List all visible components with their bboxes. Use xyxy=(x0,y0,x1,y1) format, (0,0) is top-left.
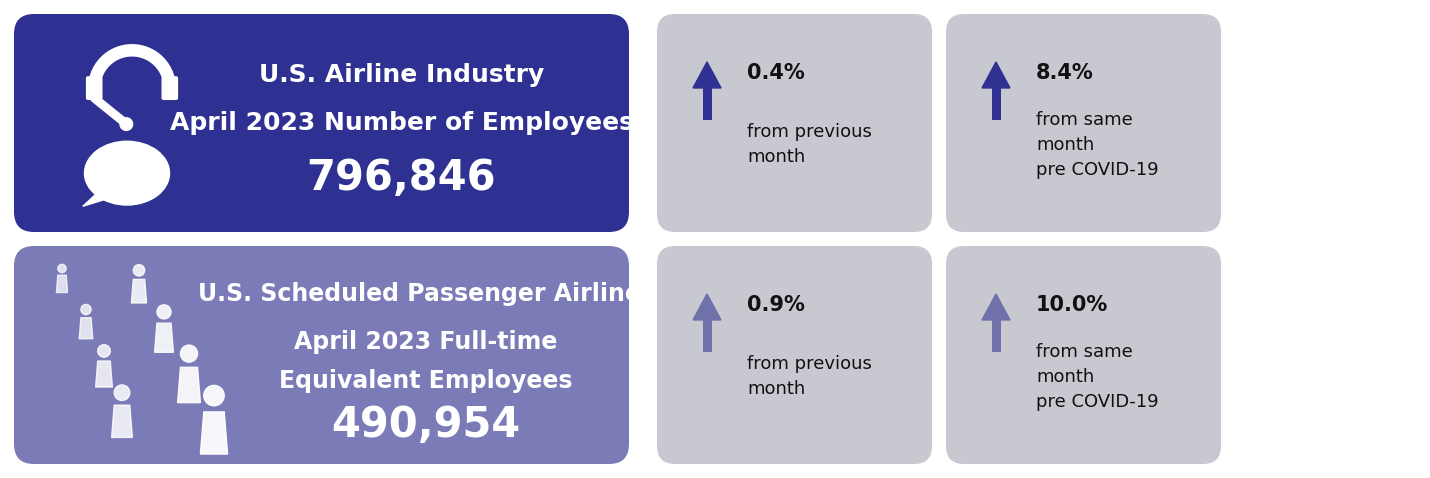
Circle shape xyxy=(114,385,130,401)
Polygon shape xyxy=(982,294,1010,320)
Polygon shape xyxy=(104,158,149,191)
Circle shape xyxy=(204,385,225,406)
Text: from same
month
pre COVID-19: from same month pre COVID-19 xyxy=(1035,111,1158,179)
Text: 8.4%: 8.4% xyxy=(1035,63,1094,83)
FancyBboxPatch shape xyxy=(991,88,1001,120)
Polygon shape xyxy=(112,405,133,437)
Text: 0.4%: 0.4% xyxy=(746,63,805,83)
Text: April 2023 Number of Employees: April 2023 Number of Employees xyxy=(170,111,633,135)
FancyBboxPatch shape xyxy=(86,76,103,100)
FancyBboxPatch shape xyxy=(947,14,1221,232)
Text: from previous
month: from previous month xyxy=(746,123,872,166)
Text: 796,846: 796,846 xyxy=(306,156,496,198)
FancyBboxPatch shape xyxy=(991,320,1001,352)
Polygon shape xyxy=(177,367,200,402)
FancyBboxPatch shape xyxy=(656,14,932,232)
Circle shape xyxy=(120,118,133,130)
Text: Equivalent Employees: Equivalent Employees xyxy=(279,369,573,393)
FancyBboxPatch shape xyxy=(162,76,179,100)
Text: 0.9%: 0.9% xyxy=(746,295,805,315)
Polygon shape xyxy=(694,62,721,88)
Polygon shape xyxy=(79,318,93,339)
Text: April 2023 Full-time: April 2023 Full-time xyxy=(295,330,558,354)
Circle shape xyxy=(133,265,144,276)
Polygon shape xyxy=(154,323,173,352)
FancyBboxPatch shape xyxy=(947,246,1221,464)
Polygon shape xyxy=(122,159,133,174)
FancyBboxPatch shape xyxy=(14,246,629,464)
Circle shape xyxy=(157,305,172,319)
Text: 490,954: 490,954 xyxy=(332,404,521,446)
Polygon shape xyxy=(200,412,227,454)
FancyBboxPatch shape xyxy=(14,14,629,232)
Circle shape xyxy=(180,345,197,362)
FancyBboxPatch shape xyxy=(702,88,712,120)
Circle shape xyxy=(97,345,110,357)
Ellipse shape xyxy=(84,141,170,205)
Text: U.S. Airline Industry: U.S. Airline Industry xyxy=(259,63,543,87)
Text: 10.0%: 10.0% xyxy=(1035,295,1108,315)
FancyBboxPatch shape xyxy=(702,320,712,352)
FancyBboxPatch shape xyxy=(656,246,932,464)
Text: from previous
month: from previous month xyxy=(746,355,872,398)
Circle shape xyxy=(82,304,92,315)
Polygon shape xyxy=(56,275,67,293)
Text: U.S. Scheduled Passenger Airlines: U.S. Scheduled Passenger Airlines xyxy=(197,282,655,306)
Polygon shape xyxy=(132,280,147,303)
Circle shape xyxy=(57,264,66,272)
Polygon shape xyxy=(982,62,1010,88)
Polygon shape xyxy=(96,361,113,387)
Polygon shape xyxy=(83,189,112,206)
Text: from same
month
pre COVID-19: from same month pre COVID-19 xyxy=(1035,343,1158,411)
Polygon shape xyxy=(104,174,113,189)
Polygon shape xyxy=(694,294,721,320)
